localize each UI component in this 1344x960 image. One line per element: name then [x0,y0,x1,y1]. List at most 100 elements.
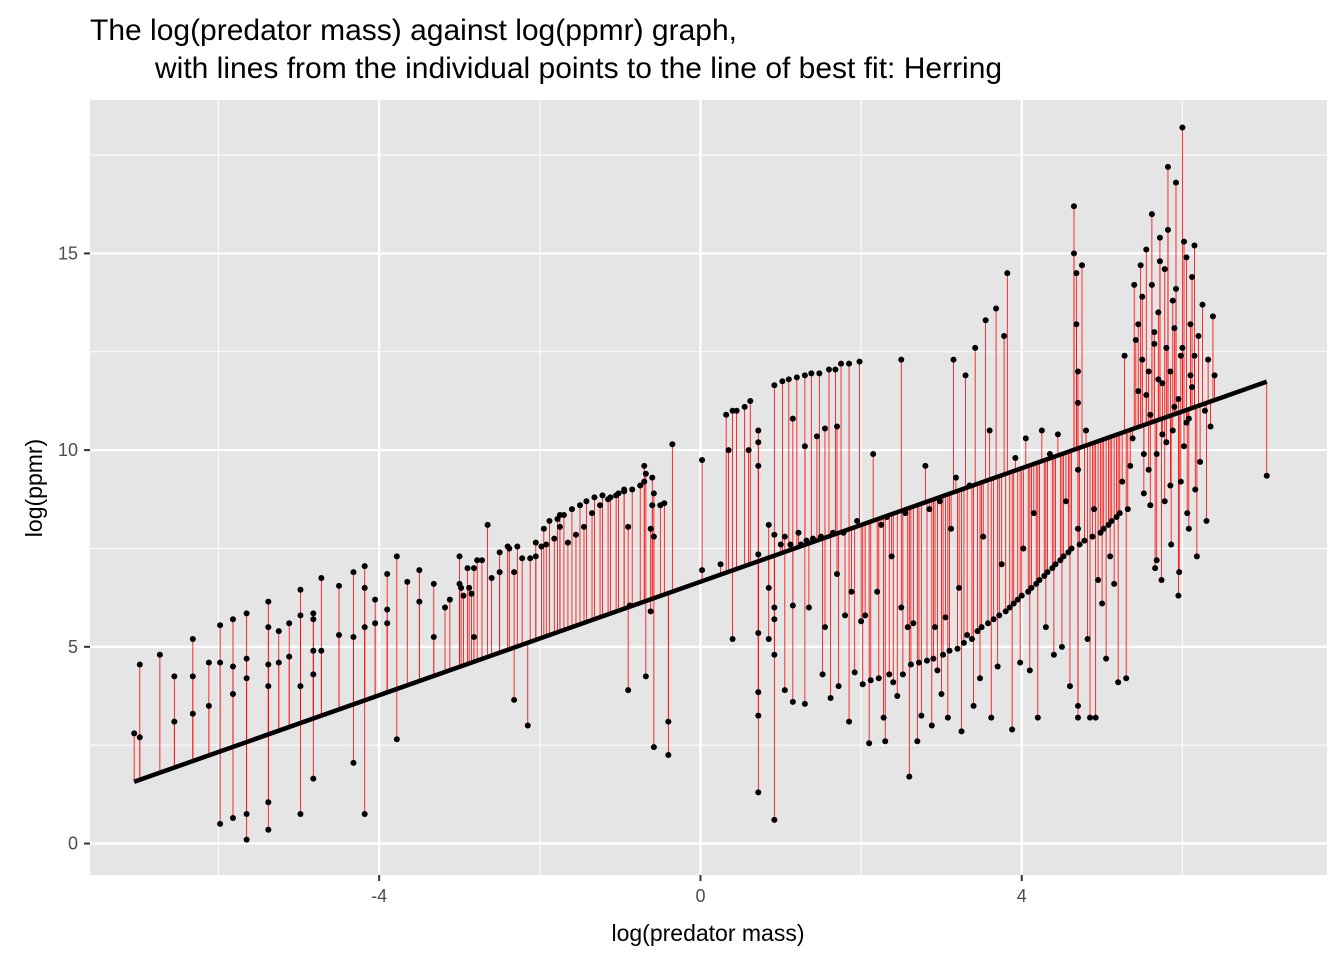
data-point [840,529,847,536]
data-point [310,647,317,654]
data-point [825,366,832,373]
data-point [361,584,368,591]
data-point [1135,388,1142,395]
data-point [882,738,889,745]
data-point [466,584,473,591]
data-point [350,633,357,640]
data-point [506,545,513,552]
data-point [932,624,939,631]
data-point [372,620,379,627]
data-point [862,612,869,619]
data-point [538,543,545,550]
data-point [131,730,138,737]
data-point [1054,431,1061,438]
data-point [1185,525,1192,532]
data-point [817,533,824,540]
data-point [649,474,656,481]
chart-title: The log(predator mass) against log(ppmr)… [90,14,737,47]
data-point [430,580,437,587]
data-point [1193,553,1200,560]
data-point [568,506,575,513]
data-point [1176,569,1183,576]
data-point [1163,344,1170,351]
data-point [1192,486,1199,493]
data-point [265,598,272,605]
data-point [834,571,841,578]
data-point [1140,451,1147,458]
fit-line-group [133,379,1268,784]
data-point [1159,380,1166,387]
data-point [821,425,828,432]
data-point [1183,254,1190,261]
data-point [1179,344,1186,351]
data-point [416,598,423,605]
data-point [551,535,558,542]
data-point [741,403,748,410]
data-point [1107,553,1114,560]
data-point [665,718,672,725]
data-point [875,675,882,682]
data-point [1191,242,1198,249]
data-point [318,647,325,654]
data-point [607,494,614,501]
data-point [519,555,526,562]
data-point [430,633,437,640]
data-point [729,635,736,642]
data-point [733,407,740,414]
data-point [189,710,196,717]
data-point [745,447,752,454]
data-point [1153,451,1160,458]
data-point [1089,533,1096,540]
data-point [1159,431,1166,438]
data-point [642,470,649,477]
data-point [944,714,951,721]
data-point [637,482,644,489]
data-point [1151,340,1158,347]
data-point [1084,635,1091,642]
data-point [1123,675,1130,682]
x-tick-label: 4 [1017,886,1027,906]
data-point [1155,309,1162,316]
data-point [556,523,563,530]
data-point [265,826,272,833]
data-point [1145,368,1152,375]
data-point [858,618,865,625]
data-point [779,378,786,385]
data-point [907,661,914,668]
data-point [859,681,866,688]
data-point [1074,368,1081,375]
data-point [1139,356,1146,363]
data-point [310,616,317,623]
data-point [755,439,762,446]
data-point [747,397,754,404]
data-point [1184,510,1191,517]
data-point [136,734,143,741]
data-point [915,659,922,666]
data-point [1145,466,1152,473]
data-point [1163,439,1170,446]
data-point [1187,321,1194,328]
data-point [669,441,676,448]
data-point [781,533,788,540]
data-point [336,632,343,639]
data-point [1030,510,1037,517]
chart-subtitle: with lines from the individual points to… [154,52,1002,85]
data-point [914,738,921,745]
data-point [830,529,837,536]
data-point [488,574,495,581]
data-point [1074,702,1081,709]
data-point [1132,336,1139,343]
data-point [699,567,706,574]
data-point [580,523,587,530]
data-point [805,604,812,611]
data-point [723,411,730,418]
data-point [297,811,304,818]
data-point [771,604,778,611]
data-point [1131,281,1138,288]
data-point [1177,352,1184,359]
data-point [813,433,820,440]
data-point [1083,427,1090,434]
data-point [336,582,343,589]
data-point [846,718,853,725]
data-point [1179,124,1186,131]
